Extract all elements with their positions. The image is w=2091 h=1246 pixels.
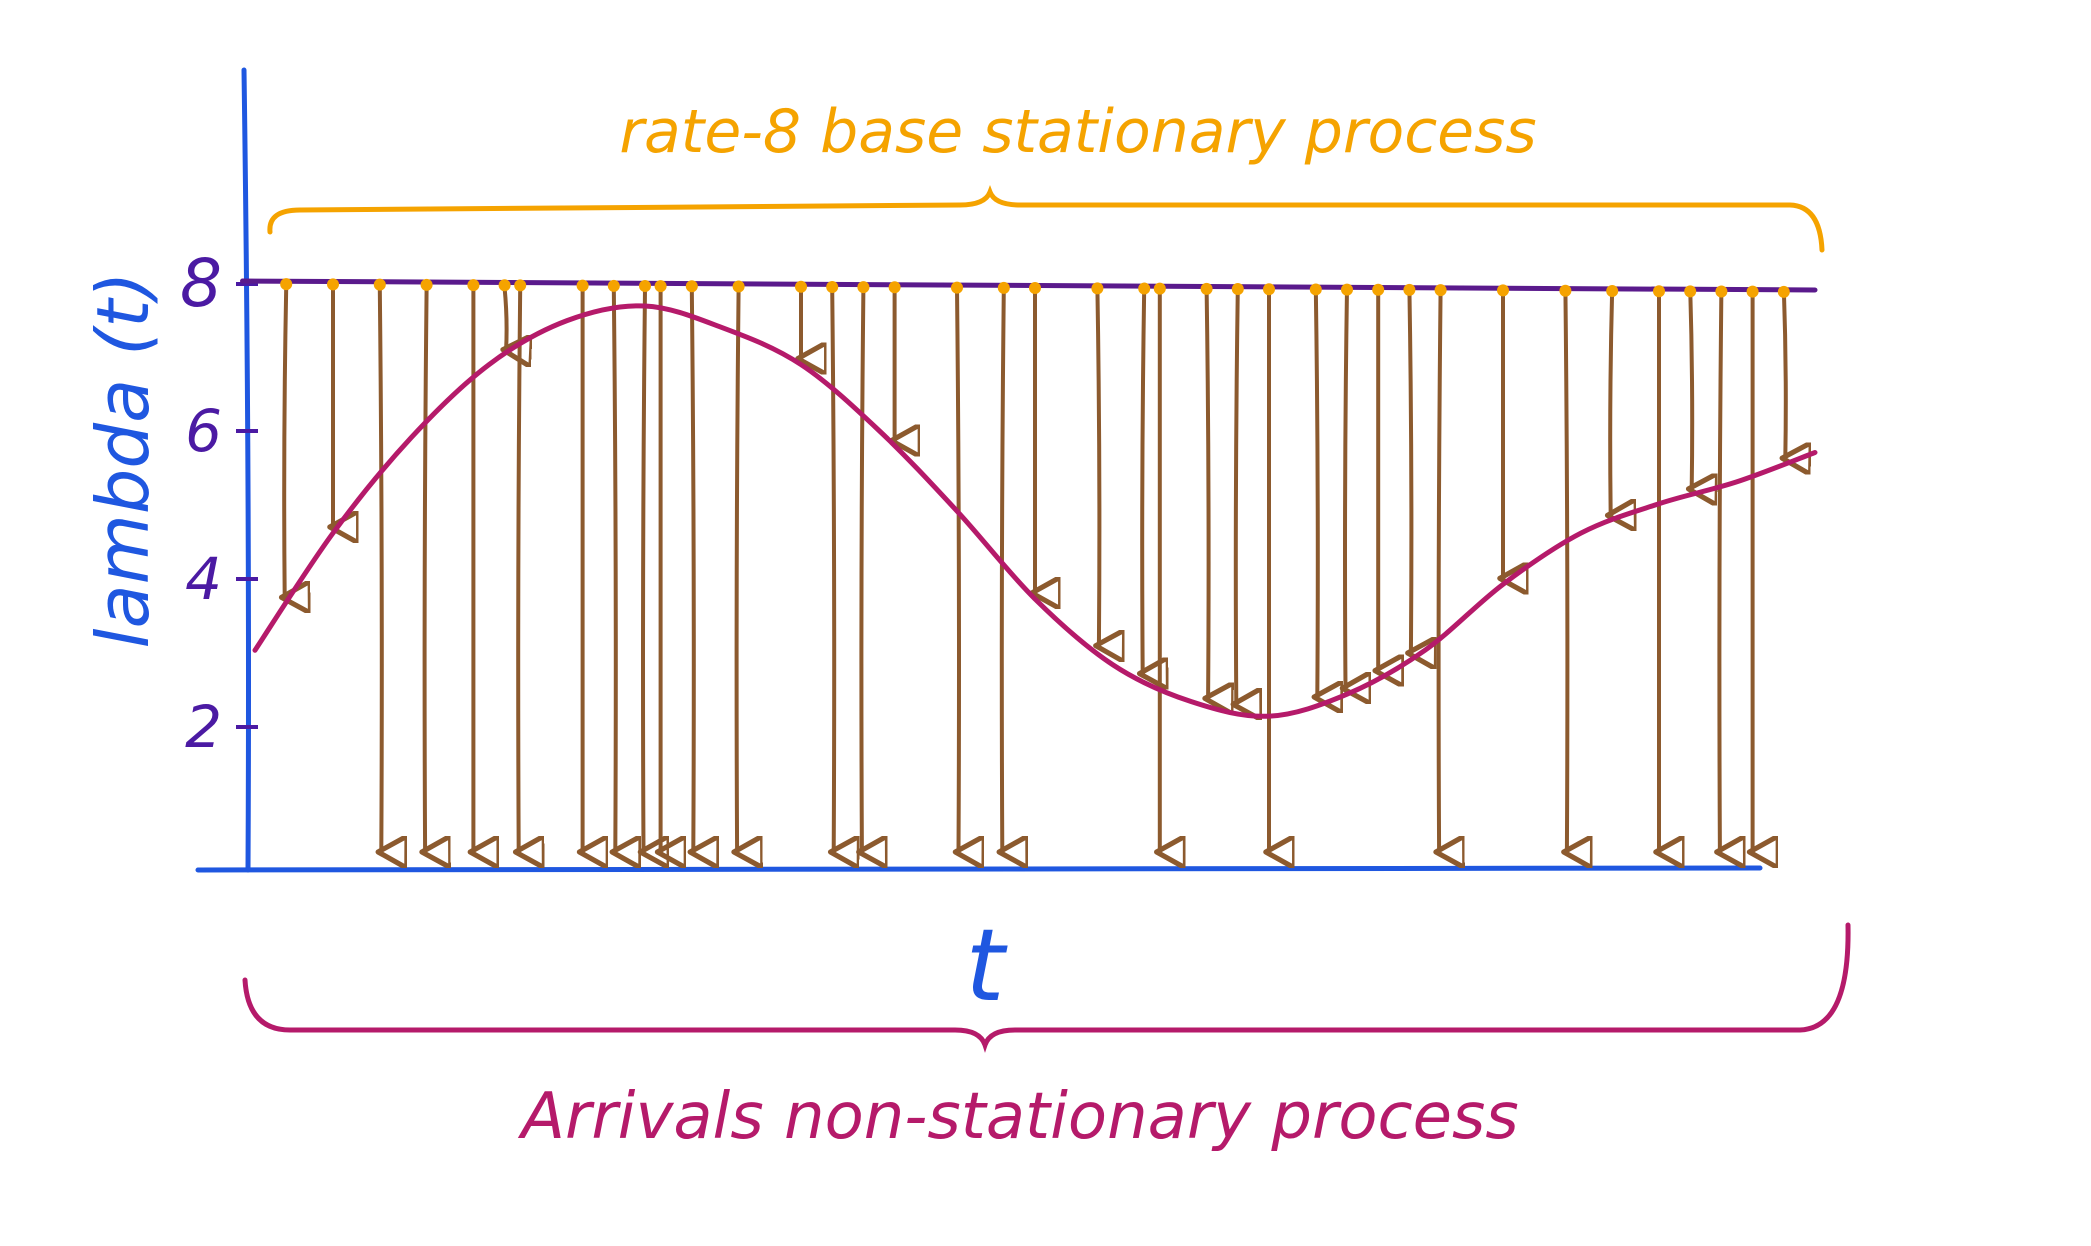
rejected-arrow [1690,286,1692,489]
rejected-arrow [1142,286,1144,674]
candidate-point [1715,285,1728,298]
candidate-point [1138,282,1151,295]
accepted-arrow [1002,286,1004,852]
accepted-arrow [1719,286,1721,852]
accepted-arrow [957,286,959,852]
rejected-arrow [1097,286,1099,646]
candidate-point [1746,285,1759,298]
candidate-point [498,279,511,292]
candidate-point [1200,282,1213,295]
accepted-arrow [737,286,739,852]
candidate-point [607,279,620,292]
candidate-point [467,279,480,292]
accepted-arrow [861,286,863,852]
candidate-point [1606,284,1619,297]
top-label: rate-8 base stationary process [619,97,1536,167]
accepted-arrow [692,286,694,852]
rejected-arrow [1409,286,1411,653]
candidate-point [514,279,527,292]
candidate-point [576,279,589,292]
candidate-point [1653,285,1665,298]
y-axis [241,67,251,873]
candidate-point [795,280,807,293]
candidate-point [1434,284,1447,297]
accepted-arrow [518,286,520,852]
candidate-point [1263,283,1275,296]
rejected-arrow [1784,286,1786,458]
accepted-arrow [832,286,834,852]
y-tick-label-6: 6 [185,397,222,465]
candidate-point [826,280,839,293]
candidate-point [373,278,386,291]
accepted-arrow [1439,286,1441,852]
candidate-point [888,281,901,294]
candidate-point [654,280,667,293]
y-tick-label-8: 8 [180,245,222,322]
x-axis-label: t [965,907,1008,1024]
candidate-point [1372,283,1385,296]
candidate-point [951,281,963,294]
candidate-point [732,280,745,293]
rejected-arrow [1345,286,1347,688]
y-tick-label-2: 2 [185,693,222,761]
candidate-point [1091,282,1104,295]
rejected-arrow [284,286,286,597]
accepted-arrow [425,286,427,852]
candidate-point [1029,282,1041,294]
thinning-arrows [284,286,1786,852]
candidate-point [1341,283,1353,296]
candidate-point [685,280,698,293]
candidate-point [1684,285,1697,298]
accepted-arrow [643,286,645,852]
y-ticks: 2 4 6 8 [180,245,258,761]
candidate-points [280,278,1790,298]
intensity-curve [252,303,1818,719]
rejected-arrow [1207,286,1209,698]
y-axis-label: lambda (t) [81,271,165,648]
rejected-arrow [505,286,507,350]
bottom-brace [242,922,1851,1053]
candidate-point [1309,283,1322,296]
candidate-point [1497,284,1509,297]
candidate-point [857,281,870,294]
candidate-point [639,280,651,292]
accepted-arrow [614,286,616,852]
rejected-arrow [1316,286,1318,697]
candidate-point [280,278,293,291]
bottom-label: Arrivals non-stationary process [517,1080,1518,1154]
rejected-arrow [1610,286,1612,515]
candidate-point [1153,282,1166,295]
x-axis [195,865,1763,873]
candidate-point [327,278,339,291]
top-brace [267,185,1825,253]
candidate-point [997,281,1010,294]
candidate-point [1777,285,1790,298]
y-tick-label-4: 4 [185,545,222,613]
accepted-arrow [1565,286,1567,852]
candidate-point [1559,284,1572,297]
accepted-arrow [380,286,382,852]
candidate-point [420,278,433,291]
candidate-point [1231,283,1244,296]
candidate-point [1403,283,1416,296]
rejected-arrow [1236,286,1238,704]
